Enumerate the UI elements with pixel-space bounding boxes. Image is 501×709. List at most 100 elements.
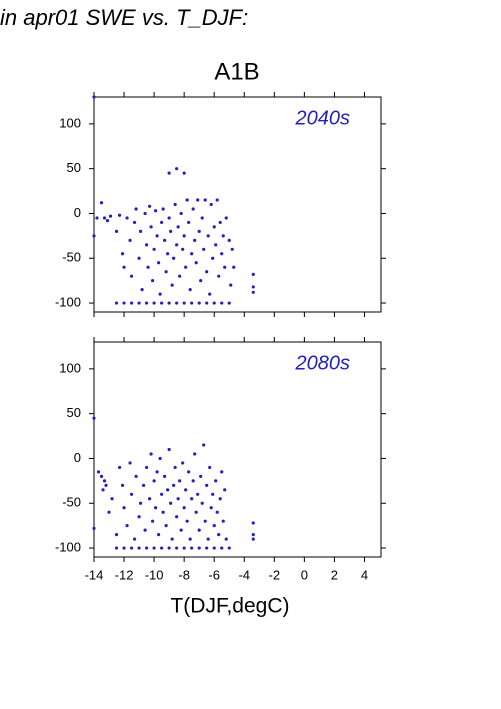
point (182, 234, 186, 238)
point (170, 537, 174, 541)
point (194, 510, 198, 514)
point (117, 213, 122, 217)
point (107, 510, 111, 514)
point (229, 283, 233, 287)
point (161, 510, 165, 514)
point (187, 220, 191, 225)
point (166, 252, 170, 256)
point (95, 216, 99, 220)
point (105, 219, 110, 223)
point (220, 252, 224, 256)
point (167, 171, 171, 175)
point (181, 247, 185, 251)
point (102, 216, 107, 220)
point (200, 501, 204, 505)
point (104, 483, 108, 487)
point (122, 301, 126, 305)
point (110, 497, 114, 501)
point (215, 510, 219, 514)
point (125, 524, 129, 528)
point (205, 483, 209, 487)
point (200, 216, 204, 220)
chart-title: A1B (214, 58, 259, 85)
point (92, 234, 96, 238)
point (211, 492, 215, 496)
point (182, 171, 186, 175)
point (188, 537, 192, 541)
point (212, 524, 216, 528)
point (163, 238, 167, 242)
point (182, 301, 186, 305)
point (176, 225, 180, 229)
point (173, 202, 177, 207)
point (152, 546, 156, 550)
x-tick-label: -6 (208, 567, 220, 582)
point (178, 479, 182, 483)
point (108, 214, 113, 218)
point (227, 238, 231, 242)
point (160, 220, 164, 225)
point (137, 546, 141, 550)
point (214, 479, 218, 483)
plot-frame (93, 96, 382, 313)
point (251, 272, 255, 276)
x-tick-label: 0 (301, 567, 308, 582)
point (191, 479, 195, 483)
point (125, 216, 129, 220)
point (114, 229, 119, 233)
point (212, 546, 216, 550)
x-tick-label: -14 (85, 567, 104, 582)
point (160, 546, 164, 550)
point (181, 461, 185, 465)
point (203, 519, 207, 523)
point (203, 198, 207, 202)
point (137, 301, 141, 305)
x-tick-label: -4 (238, 567, 250, 582)
point (205, 301, 209, 305)
point (154, 506, 158, 510)
point (217, 533, 221, 537)
point (224, 537, 228, 541)
x-tick-label: -12 (115, 567, 134, 582)
point (147, 497, 152, 501)
point (190, 546, 194, 550)
point (220, 546, 224, 550)
point (220, 301, 224, 305)
header: in apr01 SWE vs. T_DJF: (0, 5, 248, 30)
point (218, 497, 222, 501)
x-tick-label: -8 (178, 567, 190, 582)
point (99, 474, 104, 478)
point (197, 546, 201, 550)
point (117, 465, 122, 470)
point (137, 256, 141, 260)
point (205, 546, 209, 550)
point (178, 274, 182, 278)
point (190, 301, 194, 305)
point (185, 198, 189, 202)
point (230, 247, 234, 251)
point (114, 546, 119, 550)
point (92, 526, 96, 530)
annotation: 2080s (295, 352, 351, 374)
point (140, 288, 144, 292)
x-tick-label: -10 (145, 567, 164, 582)
point (193, 452, 197, 456)
point (152, 247, 156, 251)
point (164, 270, 168, 274)
y-tick-label: -100 (55, 539, 81, 554)
point (149, 452, 153, 456)
point (163, 474, 167, 478)
point (134, 207, 138, 211)
point (152, 301, 156, 305)
point (158, 456, 162, 461)
point (102, 479, 107, 483)
y-tick-label: 50 (67, 160, 81, 175)
point (167, 546, 171, 550)
point (175, 167, 179, 171)
point (191, 207, 195, 211)
point (128, 238, 132, 242)
point (227, 301, 231, 305)
point (143, 211, 147, 216)
x-tick-label: -2 (269, 567, 281, 582)
y-tick-label: 0 (74, 450, 81, 465)
